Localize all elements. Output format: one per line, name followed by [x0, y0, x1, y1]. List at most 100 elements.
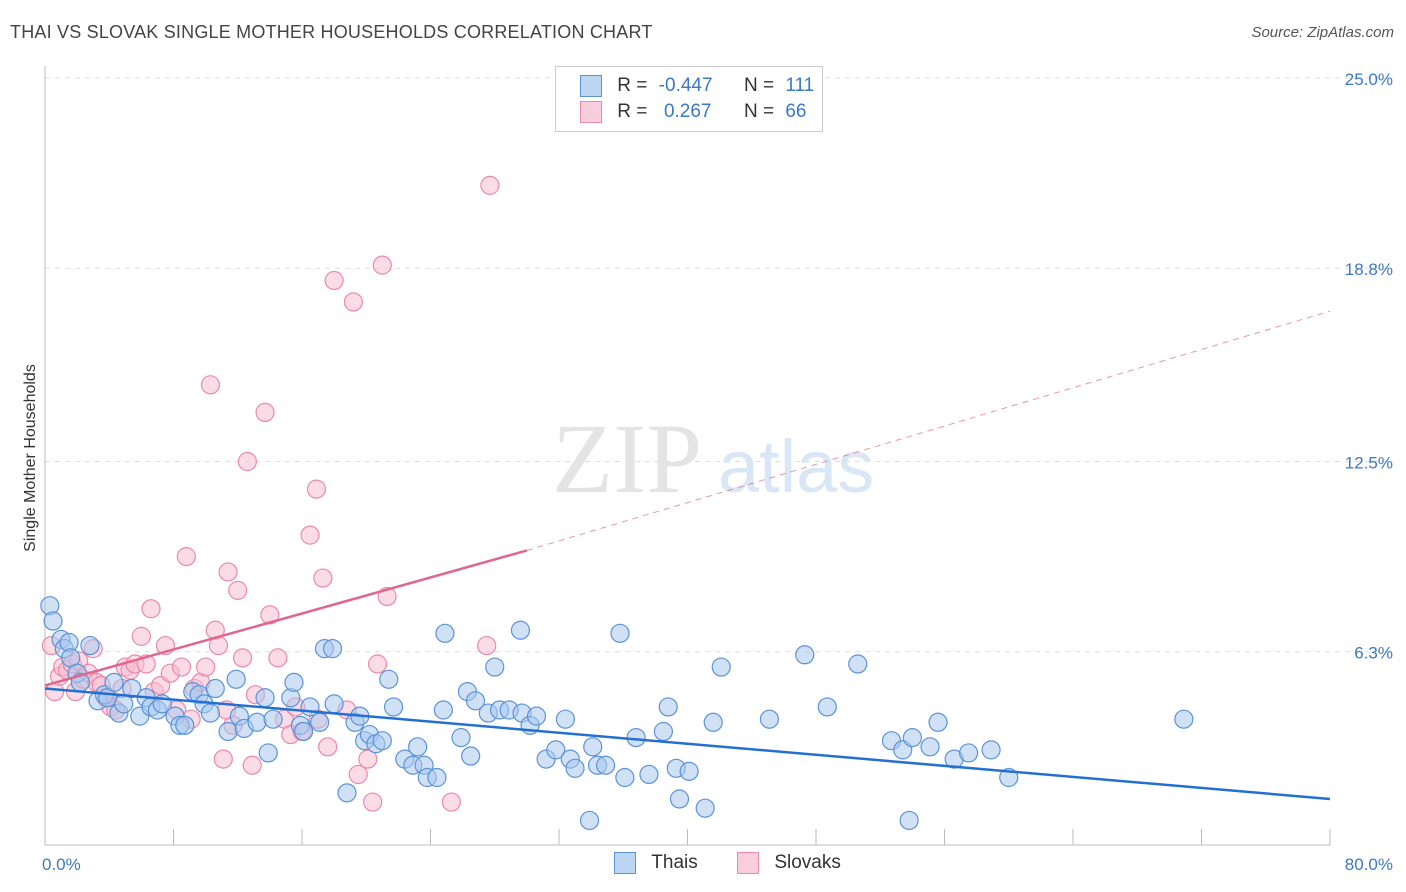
thais-point: [679, 761, 699, 781]
thais-point: [615, 767, 635, 788]
thais-point: [284, 672, 304, 692]
thais-point: [703, 712, 723, 732]
thais-point: [300, 697, 320, 717]
slovaks-point: [131, 626, 151, 646]
slovaks-point: [313, 568, 333, 588]
legend-n-value: 111: [785, 75, 815, 96]
slovaks-point: [260, 605, 280, 625]
thais-point: [928, 712, 948, 732]
thais-point: [595, 755, 616, 775]
thais-point: [902, 728, 922, 748]
legend-n-value: 66: [785, 101, 807, 122]
x-tick-label: 80.0%: [1345, 855, 1393, 874]
thais-point: [695, 798, 715, 818]
thais-point: [658, 697, 678, 717]
thais-trend-line: [44, 687, 1331, 801]
slovaks-trend-extension: [526, 310, 1331, 551]
slovaks-point: [171, 657, 192, 677]
thais-point: [294, 721, 314, 742]
thais-point: [263, 709, 283, 729]
thais-point: [817, 697, 837, 717]
thais-points: [40, 596, 1194, 831]
thais-point: [218, 721, 238, 742]
tick-labels: 6.3% 12.5% 18.8% 25.0% 0.0% 80.0%: [42, 70, 1393, 874]
thais-point: [200, 703, 221, 723]
slovaks-legend-swatch: [737, 852, 760, 874]
thais-point: [226, 669, 246, 689]
slovaks-point: [343, 292, 363, 312]
thais-point: [526, 706, 547, 726]
slovaks-point: [324, 270, 344, 291]
thais-point: [383, 697, 404, 717]
thais-point: [555, 709, 576, 729]
x-tick-label: 0.0%: [42, 855, 81, 874]
thais-swatch: [580, 75, 602, 97]
slovaks-point: [480, 175, 500, 195]
slovaks-point: [372, 255, 392, 275]
y-tick-label: 12.5%: [1345, 454, 1393, 473]
y-axis-label: Single Mother Households: [22, 364, 39, 552]
thais-point: [175, 715, 195, 735]
thais-point: [433, 700, 453, 720]
trend-lines: [44, 310, 1331, 801]
slovaks-swatch: [580, 101, 602, 123]
thais-point: [104, 672, 124, 692]
slovaks-point: [232, 648, 253, 668]
thais-point: [711, 657, 731, 677]
slovaks-point: [200, 375, 221, 395]
slovaks-point: [300, 525, 320, 545]
legend-row-slovaks: R = 0.267 N = 66: [580, 101, 806, 127]
slovaks-legend-label: Slovaks: [774, 852, 841, 873]
slovaks-point: [196, 657, 216, 677]
thais-point: [546, 740, 566, 760]
thais-point: [485, 657, 505, 677]
chart-title: THAI VS SLOVAK SINGLE MOTHER HOUSEHOLDS …: [10, 22, 653, 42]
thais-point: [408, 737, 428, 757]
slovaks-point: [213, 749, 233, 769]
slovaks-point: [318, 737, 338, 757]
thais-point: [255, 688, 275, 708]
thais-point: [435, 623, 455, 643]
thais-point: [372, 731, 392, 751]
watermark-zip: ZIP: [552, 403, 702, 514]
slovaks-point: [358, 749, 378, 769]
thais-point: [899, 810, 919, 831]
slovaks-point: [441, 792, 461, 812]
thais-point: [920, 737, 940, 757]
thais-point: [1174, 709, 1194, 729]
thais-point: [981, 740, 1001, 760]
legend-r-value: 0.267: [658, 101, 712, 122]
legend-n-label: N =: [743, 75, 775, 96]
y-tick-label: 18.8%: [1345, 260, 1393, 279]
thais-point: [579, 810, 600, 831]
thais-point: [653, 721, 674, 742]
grid-lines: [45, 77, 1392, 653]
thais-point: [795, 645, 815, 665]
legend-r-label: R =: [617, 101, 648, 122]
thais-point: [205, 678, 225, 699]
thais-point: [510, 620, 531, 640]
slovaks-point: [363, 792, 383, 812]
thais-point: [848, 654, 868, 674]
thais-point: [337, 783, 357, 803]
thais-legend-swatch: [614, 852, 636, 874]
y-tick-label: 25.0%: [1345, 70, 1393, 89]
thais-point: [565, 758, 585, 778]
thais-legend-label: Thais: [651, 852, 698, 873]
thais-point: [669, 789, 690, 809]
slovaks-point: [477, 635, 497, 656]
legend-row-thais: R = -0.447 N = 111: [580, 75, 814, 101]
stats-legend: R = -0.447 N = 111 R = 0.267 N = 66: [555, 66, 823, 132]
thais-point: [310, 712, 330, 732]
chart-source: Source: ZipAtlas.com: [1251, 24, 1394, 41]
thais-point: [324, 694, 344, 714]
series-legend: Thais Slovaks: [614, 852, 841, 874]
axes: [44, 66, 1331, 846]
thais-point: [958, 743, 979, 763]
slovaks-point: [348, 764, 368, 785]
slovaks-point: [176, 547, 196, 567]
thais-point: [258, 743, 278, 763]
thais-point: [379, 669, 399, 689]
thais-point: [122, 678, 142, 699]
